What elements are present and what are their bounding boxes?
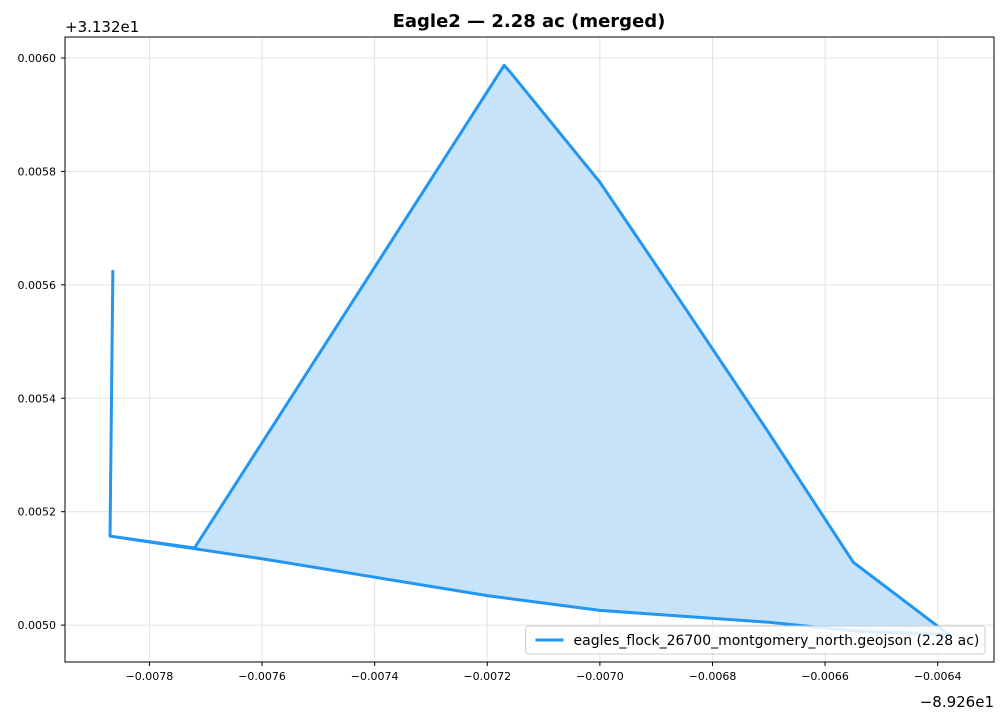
legend-box (525, 625, 986, 655)
plot-frame (64, 36, 995, 663)
series-fill (110, 65, 949, 635)
x-tick-label: −0.0074 (351, 670, 399, 683)
x-tick-label: −0.0076 (238, 670, 286, 683)
y-offset-label: +3.132e1 (65, 18, 139, 36)
x-tick-label: −0.0066 (801, 670, 849, 683)
chart-title: Eagle2 — 2.28 ac (merged) (393, 11, 666, 32)
x-tick-label: −0.0068 (689, 670, 737, 683)
x-tick-label: −0.0072 (463, 670, 511, 683)
y-tick-label: 0.0052 (18, 506, 57, 519)
x-tick-label: −0.0070 (576, 670, 624, 683)
series-layer (108, 63, 951, 637)
ticks: −0.0078 −0.0076 −0.0074 −0.0072 −0.0070 −0.00… (18, 52, 962, 683)
y-tick-label: 0.0058 (18, 165, 57, 178)
series-outline (108, 63, 951, 637)
legend-label: eagles_flock_26700_montgomery_north.geoj… (574, 633, 980, 649)
x-offset-label: −8.926e1 (920, 693, 994, 711)
legend: eagles_flock_26700_montgomery_north.geoj… (525, 625, 986, 655)
y-tick-label: 0.0056 (18, 279, 57, 292)
x-tick-label: −0.0078 (126, 670, 174, 683)
y-tick-label: 0.0060 (18, 52, 57, 65)
y-tick-label: 0.0050 (18, 619, 57, 632)
y-tick-label: 0.0054 (18, 392, 57, 405)
x-tick-label: −0.0064 (914, 670, 962, 683)
